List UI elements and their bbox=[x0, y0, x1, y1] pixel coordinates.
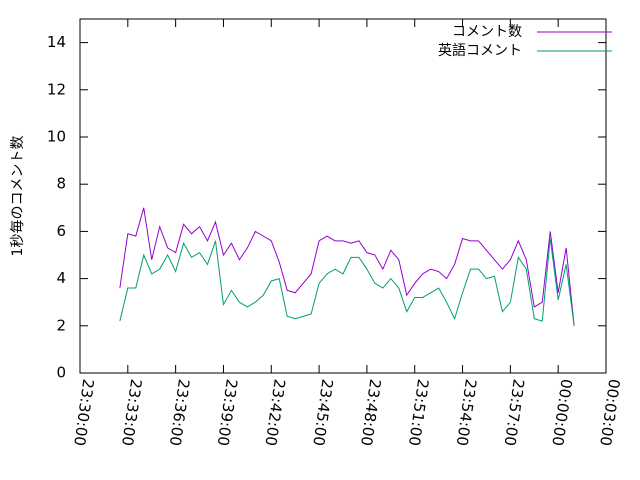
x-tick-label: 23:42:00 bbox=[261, 378, 288, 447]
y-tick-label: 6 bbox=[56, 222, 66, 240]
x-tick-label: 23:33:00 bbox=[118, 378, 145, 447]
plot-frame bbox=[79, 18, 607, 374]
x-tick-label: 23:57:00 bbox=[501, 378, 528, 447]
x-tick-label: 23:54:00 bbox=[453, 378, 480, 447]
y-tick-label: 2 bbox=[56, 316, 66, 334]
legend-label: コメント数 bbox=[452, 24, 522, 40]
x-tick-label: 23:51:00 bbox=[405, 378, 432, 447]
y-tick-label: 12 bbox=[47, 80, 66, 98]
x-tick-label: 23:30:00 bbox=[70, 378, 97, 447]
y-tick-label: 8 bbox=[56, 175, 66, 193]
y-tick-label: 0 bbox=[56, 364, 66, 382]
y-axis-label: 1秒毎のコメント数 bbox=[10, 136, 26, 257]
series-line bbox=[119, 207, 575, 326]
series-line bbox=[119, 238, 575, 326]
x-tick-label: 00:00:00 bbox=[548, 378, 575, 447]
x-tick-label: 23:39:00 bbox=[214, 378, 241, 447]
x-tick-label: 23:36:00 bbox=[166, 378, 193, 447]
legend-label: 英語コメント bbox=[438, 42, 522, 59]
y-tick-label: 4 bbox=[56, 269, 66, 287]
y-tick-label: 14 bbox=[47, 33, 66, 51]
x-tick-label: 23:45:00 bbox=[309, 378, 336, 447]
x-tick-label: 23:48:00 bbox=[357, 378, 384, 447]
x-tick-label: 00:03:00 bbox=[596, 378, 623, 447]
y-tick-label: 10 bbox=[47, 128, 66, 146]
